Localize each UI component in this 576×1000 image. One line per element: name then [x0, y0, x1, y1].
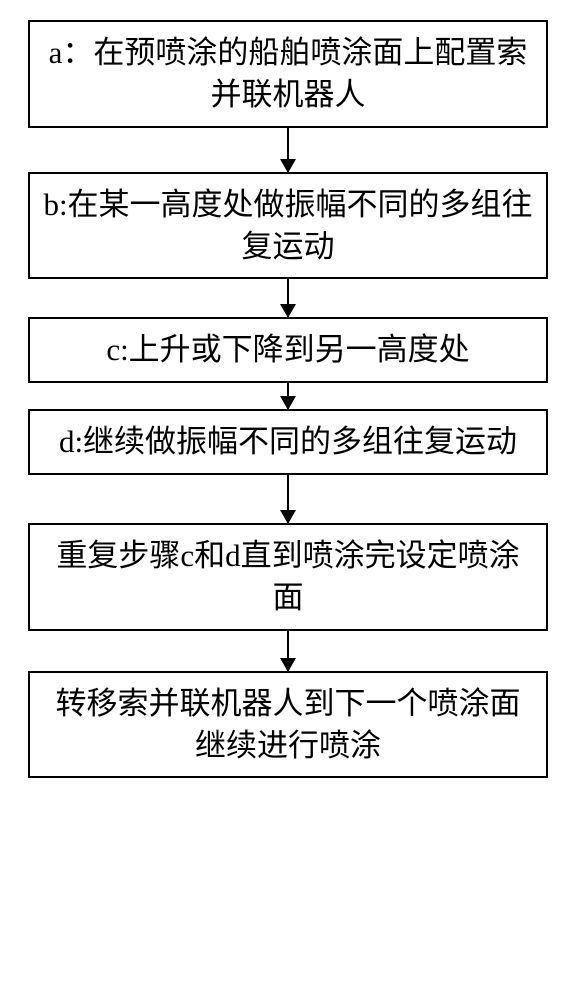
- flowchart-node-a: a：在预喷涂的船舶喷涂面上配置索并联机器人: [28, 20, 548, 128]
- flowchart-arrow: [287, 475, 289, 523]
- flowchart-arrow: [287, 631, 289, 671]
- node-text: 转移索并联机器人到下一个喷涂面继续进行喷涂: [42, 683, 534, 767]
- flowchart-arrow: [287, 383, 289, 409]
- node-text: b:在某一高度处做振幅不同的多组往复运动: [42, 184, 534, 268]
- flowchart-node-e: 重复步骤c和d直到喷涂完设定喷涂面: [28, 523, 548, 631]
- flowchart-node-b: b:在某一高度处做振幅不同的多组往复运动: [28, 172, 548, 280]
- flowchart-node-c: c:上升或下降到另一高度处: [28, 317, 548, 383]
- flowchart-node-d: d:继续做振幅不同的多组往复运动: [28, 409, 548, 475]
- flowchart-arrow: [287, 279, 289, 317]
- node-text: d:继续做振幅不同的多组往复运动: [59, 421, 517, 463]
- flowchart-arrow: [287, 128, 289, 172]
- flowchart-node-f: 转移索并联机器人到下一个喷涂面继续进行喷涂: [28, 671, 548, 779]
- node-text: 重复步骤c和d直到喷涂完设定喷涂面: [42, 535, 534, 619]
- node-text: c:上升或下降到另一高度处: [106, 329, 469, 371]
- node-text: a：在预喷涂的船舶喷涂面上配置索并联机器人: [42, 32, 534, 116]
- flowchart-container: a：在预喷涂的船舶喷涂面上配置索并联机器人 b:在某一高度处做振幅不同的多组往复…: [15, 20, 561, 778]
